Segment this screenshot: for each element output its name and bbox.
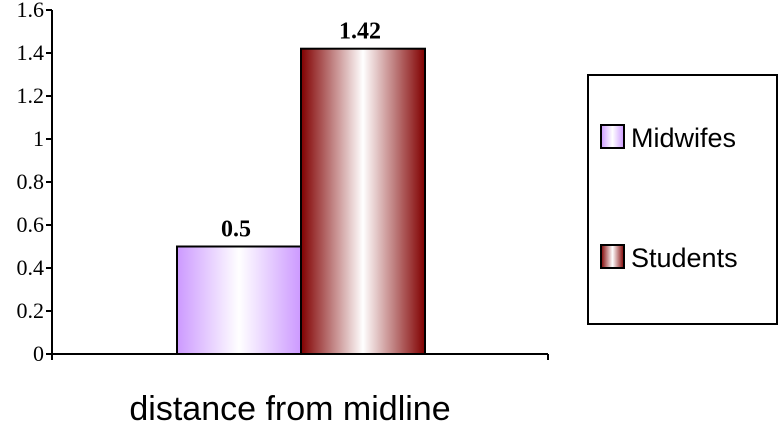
legend-label-midwifes: Midwifes: [631, 123, 736, 153]
legend-swatch-students: [600, 244, 625, 269]
legend: Midwifes Students: [587, 74, 778, 325]
bars: 0.5 1.42: [176, 19, 426, 355]
y-tick-label: 1: [33, 126, 44, 151]
axes: [51, 10, 549, 360]
y-tick-label: 0: [33, 341, 44, 366]
y-tick-label: 0.2: [17, 298, 45, 323]
y-tick-label: 1.4: [17, 40, 45, 65]
y-tick-label: 0.4: [17, 255, 45, 280]
x-axis-label: distance from midline: [129, 390, 450, 425]
legend-swatch-midwifes: [600, 124, 625, 149]
legend-label-students: Students: [631, 243, 738, 273]
y-tick-label: 1.2: [17, 83, 45, 108]
y-tick-label: 0.8: [17, 169, 45, 194]
y-axis-ticks: 0 0.2 0.4 0.6 0.8 1 1.2 1.4 1.6: [17, 0, 52, 366]
y-tick-label: 0.6: [17, 212, 45, 237]
legend-box: [587, 74, 778, 325]
data-label-students: 1.42: [339, 19, 381, 45]
bar-midwifes: [176, 245, 302, 355]
y-tick-label: 1.6: [17, 0, 45, 22]
data-label-midwifes: 0.5: [221, 217, 251, 243]
bar-students: [300, 47, 426, 355]
